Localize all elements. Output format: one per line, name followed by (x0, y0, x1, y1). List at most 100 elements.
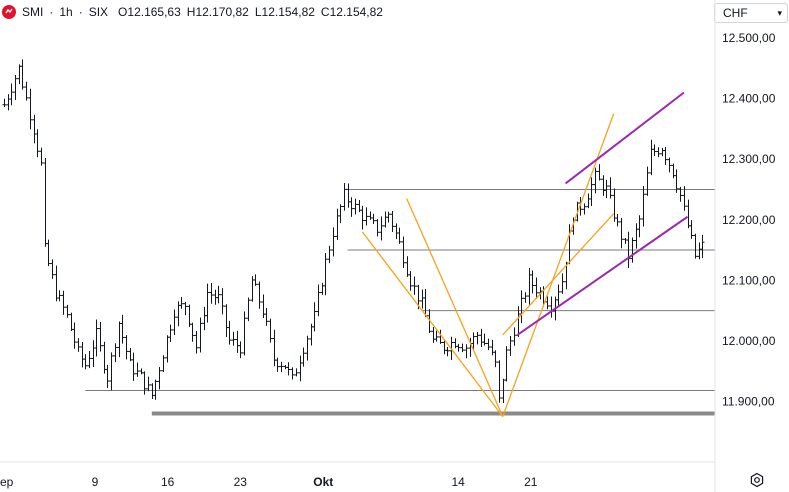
ohlc-bar (238, 341, 243, 359)
ohlc-bar (697, 242, 702, 260)
time-tick-label: 16 (161, 475, 175, 489)
ohlc-bar (179, 297, 184, 309)
ohlc-bar (135, 362, 140, 377)
ohlc-bar (294, 368, 299, 377)
ohlc-bar (139, 368, 144, 375)
ohlc-bar (165, 335, 170, 363)
ohlc-bar (641, 185, 646, 227)
ohlc-bar (386, 211, 391, 223)
ohlc-bar (534, 277, 539, 299)
ohlc-bar (497, 360, 502, 403)
orange-trendline (502, 213, 615, 336)
ohlc-bar (312, 302, 317, 332)
ohlc-bar (231, 331, 236, 346)
ohlc-bar (578, 197, 583, 216)
ohlc-bar (371, 213, 376, 224)
time-tick-label: Okt (313, 475, 333, 489)
time-tick-label: 9 (92, 475, 99, 489)
ohlc-bar (157, 367, 162, 390)
ohlc-bar (227, 320, 232, 345)
ohlc-bar (346, 183, 351, 208)
ohlc-bar (305, 335, 310, 361)
ohlc-bar (24, 81, 29, 101)
price-tick-label: 12.400,00 (722, 92, 776, 106)
ohlc-bar (390, 210, 395, 232)
purple-channel-line (516, 215, 689, 336)
time-tick-label: 14 (451, 475, 465, 489)
ohlc-bar (508, 335, 513, 356)
ohlc-bar (102, 341, 107, 374)
settings-icon[interactable] (749, 472, 765, 488)
open-value: 12.165,63 (127, 5, 181, 19)
ohlc-bar (456, 343, 461, 352)
ohlc-bar (331, 227, 336, 257)
ohlc-bar (597, 164, 602, 181)
time-tick-label: 23 (234, 475, 248, 489)
separator: · (49, 5, 54, 19)
ohlc-bar (32, 114, 37, 144)
ohlc-bar (202, 306, 207, 331)
ohlc-bar (69, 312, 74, 332)
ohlc-bar (246, 297, 251, 322)
ohlc-bar (20, 59, 25, 90)
ohlc-bar (560, 273, 565, 294)
ohlc-bar (98, 321, 103, 352)
ohlc-bar (405, 256, 410, 277)
ohlc-bar (72, 322, 77, 349)
ohlc-bar (471, 332, 476, 351)
ohlc-bar (316, 284, 321, 317)
ohlc-bar (479, 328, 484, 347)
ohlc-bar (83, 354, 88, 370)
ohlc-bar (65, 304, 70, 318)
ohlc-bar (275, 357, 280, 372)
ohlc-bar (220, 288, 225, 315)
ohlc-bar (649, 139, 654, 176)
ohlc-bar (257, 281, 262, 309)
ohlc-bar (634, 223, 639, 249)
ohlc-bar (604, 179, 609, 199)
currency-select[interactable]: CHF ▾ (714, 3, 788, 23)
ohlc-bar (420, 289, 425, 309)
ohlc-bar (593, 167, 598, 194)
ohlc-bar (80, 342, 85, 368)
ohlc-bar (523, 292, 528, 303)
ohlc-bar (408, 271, 413, 291)
symbol-name[interactable]: SMI (22, 5, 44, 19)
ohlc-bar (320, 282, 325, 295)
ohlc-bar (46, 239, 51, 267)
price-tick-label: 12.200,00 (722, 213, 776, 227)
currency-value: CHF (723, 6, 748, 20)
trendline-layer (361, 91, 689, 417)
ohlc-bar (91, 340, 96, 368)
ohlc-bar (57, 290, 62, 302)
ohlc-bar (198, 317, 203, 353)
ohlc-bar (360, 205, 365, 230)
ohlc-bar (161, 355, 166, 372)
ohlc-bar (264, 307, 269, 326)
ohlc-bar (43, 157, 48, 247)
ohlc-bar (286, 362, 291, 376)
ohlc-bar (94, 319, 99, 357)
interval[interactable]: 1h (59, 5, 73, 19)
smi-logo-icon[interactable] (2, 5, 16, 19)
ohlc-bar (235, 330, 240, 354)
low-label: L12.154,82 (254, 5, 315, 19)
ohlc-bar (678, 186, 683, 202)
ohlc-bar (615, 213, 620, 227)
ohlc-bar (216, 285, 221, 304)
ohlc-bar (586, 193, 591, 209)
ohlc-bar (431, 326, 436, 343)
ohlc-bar (117, 321, 122, 358)
orange-trendline (502, 113, 615, 417)
price-tick-label: 12.300,00 (722, 152, 776, 166)
ohlc-bar (172, 309, 177, 335)
ohlc-bar (460, 343, 465, 353)
ohlc-bar (124, 335, 129, 360)
ohlc-bar (556, 284, 561, 307)
ohlc-bar (168, 324, 173, 342)
ohlc-bar (209, 283, 214, 304)
high-value: 12.170,82 (195, 5, 249, 19)
ohlc-bar (693, 233, 698, 259)
